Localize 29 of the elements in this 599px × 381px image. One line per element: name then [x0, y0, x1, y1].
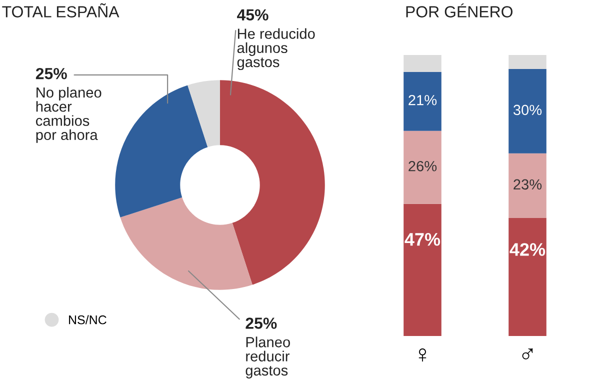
data-label: 23% — [514, 179, 542, 190]
data-label: 25% — [246, 318, 277, 329]
bar — [508, 153, 546, 218]
donut-slice — [120, 197, 252, 290]
donut-slice — [115, 85, 208, 218]
bar — [404, 130, 442, 204]
x-tick-label: ♂ — [522, 348, 533, 360]
data-label: 45% — [237, 9, 268, 21]
bar — [508, 69, 546, 154]
bar — [508, 55, 546, 70]
data-label: 26% — [408, 160, 437, 172]
legend-label: NS/NC — [69, 315, 106, 324]
chart-title: POR GÉNERO — [406, 3, 513, 18]
x-tick-label: ♀ — [418, 348, 426, 362]
bar — [404, 204, 442, 336]
data-label: 42% — [510, 243, 546, 256]
data-label: 30% — [513, 104, 542, 116]
data-label: 21% — [408, 94, 437, 106]
data-label: 25% — [36, 68, 67, 80]
bar — [404, 55, 442, 72]
chart-title: TOTAL ESPAÑA — [2, 3, 120, 18]
donut-slice — [188, 80, 220, 148]
slice-label: He reducido algunos gastos — [237, 28, 315, 70]
slice-label: Planeo reducir gastos — [246, 336, 290, 378]
bar — [508, 218, 546, 336]
donut-slice — [220, 80, 325, 285]
slice-label: No planeo hacer cambios por ahora — [36, 86, 102, 143]
data-label: 47% — [404, 233, 440, 246]
bar — [404, 72, 442, 131]
